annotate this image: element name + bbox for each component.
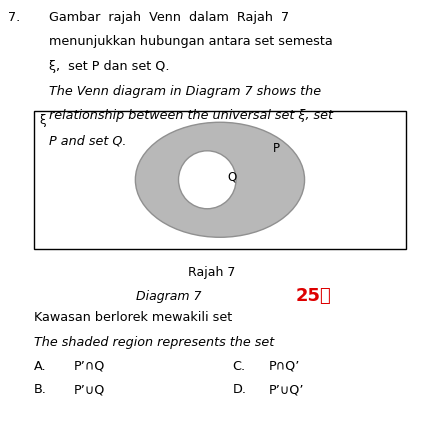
Text: ξ,  set P dan set Q.: ξ, set P dan set Q. bbox=[49, 60, 169, 73]
Text: D.: D. bbox=[233, 383, 247, 397]
Text: menunjukkan hubungan antara set semesta: menunjukkan hubungan antara set semesta bbox=[49, 35, 332, 49]
Bar bbox=[34, 111, 406, 249]
Text: Q: Q bbox=[228, 170, 236, 183]
Ellipse shape bbox=[135, 122, 305, 237]
Text: Gambar  rajah  Venn  dalam  Rajah  7: Gambar rajah Venn dalam Rajah 7 bbox=[49, 11, 289, 24]
Text: ξ: ξ bbox=[39, 114, 45, 127]
Text: P∩Q’: P∩Q’ bbox=[269, 360, 300, 373]
Text: relationship between the universal set ξ, set: relationship between the universal set ξ… bbox=[49, 109, 332, 123]
Text: P: P bbox=[272, 141, 280, 155]
Text: P’∪Q’: P’∪Q’ bbox=[269, 383, 304, 397]
Text: 25分: 25分 bbox=[296, 287, 332, 305]
Text: P’∪Q: P’∪Q bbox=[74, 383, 105, 397]
Text: 7.: 7. bbox=[8, 11, 21, 24]
Text: P and set Q.: P and set Q. bbox=[49, 134, 126, 147]
Text: A.: A. bbox=[34, 360, 47, 373]
Text: C.: C. bbox=[233, 360, 246, 373]
Text: B.: B. bbox=[34, 383, 47, 397]
Text: Kawasan berlorek mewakili set: Kawasan berlorek mewakili set bbox=[34, 311, 232, 324]
Text: Diagram 7: Diagram 7 bbox=[137, 290, 202, 303]
Ellipse shape bbox=[179, 151, 236, 209]
Text: P’∩Q: P’∩Q bbox=[74, 360, 105, 373]
Text: The Venn diagram in Diagram 7 shows the: The Venn diagram in Diagram 7 shows the bbox=[49, 85, 321, 98]
Text: Rajah 7: Rajah 7 bbox=[188, 266, 235, 279]
Text: The shaded region represents the set: The shaded region represents the set bbox=[34, 336, 274, 349]
